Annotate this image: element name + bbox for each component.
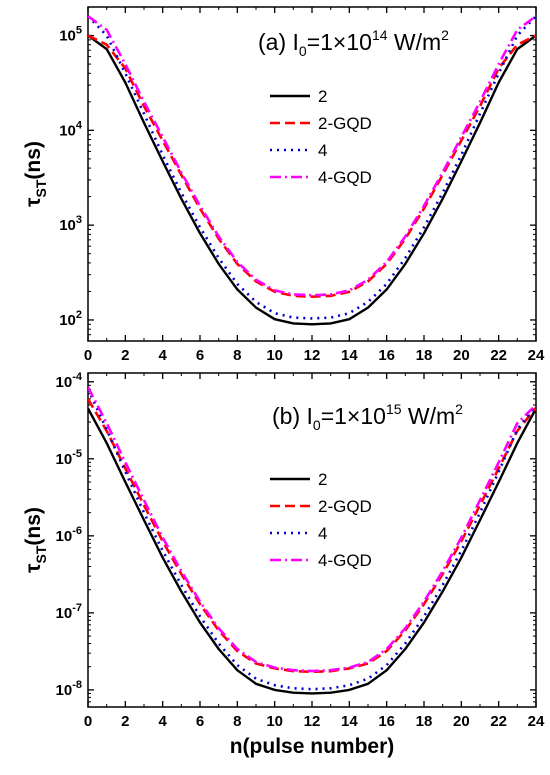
x-tick-label: 8: [233, 347, 241, 364]
y-tick-label: 104: [59, 119, 83, 139]
plot-frame: [87, 6, 537, 342]
x-tick-label: 6: [196, 347, 204, 364]
x-tick-label: 4: [158, 347, 167, 364]
x-tick-label: 24: [528, 713, 545, 730]
x-tick-label: 18: [416, 347, 433, 364]
x-tick-label: 24: [528, 347, 545, 364]
x-tick-label: 12: [304, 347, 321, 364]
y-tick-label: 10-5: [56, 448, 82, 468]
x-tick-label: 6: [196, 713, 204, 730]
series-group: [88, 386, 536, 695]
y-tick-label: 10-6: [56, 525, 82, 545]
legend-label: 4: [318, 141, 327, 160]
x-tick-label: 20: [453, 347, 470, 364]
legend-label: 4: [318, 524, 327, 543]
series-line-4-gqd: [88, 386, 536, 673]
x-tick-label: 18: [416, 713, 433, 730]
legend-label: 2: [318, 470, 327, 489]
legend-label: 2-GQD: [318, 497, 372, 516]
x-tick-label: 20: [453, 713, 470, 730]
series-line-4: [88, 388, 536, 691]
x-tick-label: 14: [341, 347, 358, 364]
panel-title: (b) I0=1×1015 W/m2: [272, 401, 463, 433]
series-line-4: [88, 15, 536, 320]
series-line-2: [88, 34, 536, 326]
panel-a: 0 2 4 6 8 10 12 14 16 18 20 22 2410210310410522-GQD4…: [22, 6, 545, 364]
panel-title: (a) I0=1×1014 W/m2: [258, 27, 449, 59]
y-tick-label: 10-4: [56, 371, 83, 391]
x-tick-label: 2: [121, 713, 129, 730]
legend-label: 2: [318, 87, 327, 106]
series-line-2-gqd: [88, 398, 536, 674]
x-tick-label: 2: [121, 347, 129, 364]
x-tick-label: 0: [84, 347, 92, 364]
y-axis-title: τST(ns): [22, 507, 49, 573]
series-line-4-gqd: [88, 15, 536, 297]
series-line-2: [88, 407, 536, 695]
y-tick-label: 103: [59, 214, 82, 234]
x-tick-label: 16: [378, 347, 395, 364]
x-tick-label: 4: [158, 713, 167, 730]
x-tick-label: 22: [490, 713, 507, 730]
series-group: [88, 15, 536, 326]
y-axis-title: τST(ns): [22, 141, 49, 207]
panel-b: 0 2 4 6 8 10 12 14 16 18 20 22 2410-810-710-610-510-…: [22, 371, 545, 730]
x-tick-label: 22: [490, 347, 507, 364]
legend-label: 2-GQD: [318, 114, 372, 133]
y-tick-label: 10-8: [56, 679, 82, 699]
x-axis-title: n(pulse number): [230, 735, 395, 758]
series-line-2-gqd: [88, 34, 536, 299]
x-tick-label: 16: [378, 713, 395, 730]
legend-label: 4-GQD: [318, 551, 372, 570]
x-tick-label: 10: [266, 713, 283, 730]
legend-label: 4-GQD: [318, 168, 372, 187]
y-tick-label: 105: [59, 25, 82, 45]
x-tick-label: 0: [84, 713, 92, 730]
x-tick-label: 8: [233, 713, 241, 730]
x-tick-label: 12: [304, 713, 321, 730]
y-tick-label: 102: [59, 309, 82, 329]
x-tick-label: 14: [341, 713, 358, 730]
x-tick-label: 10: [266, 347, 283, 364]
y-tick-label: 10-7: [56, 602, 82, 622]
